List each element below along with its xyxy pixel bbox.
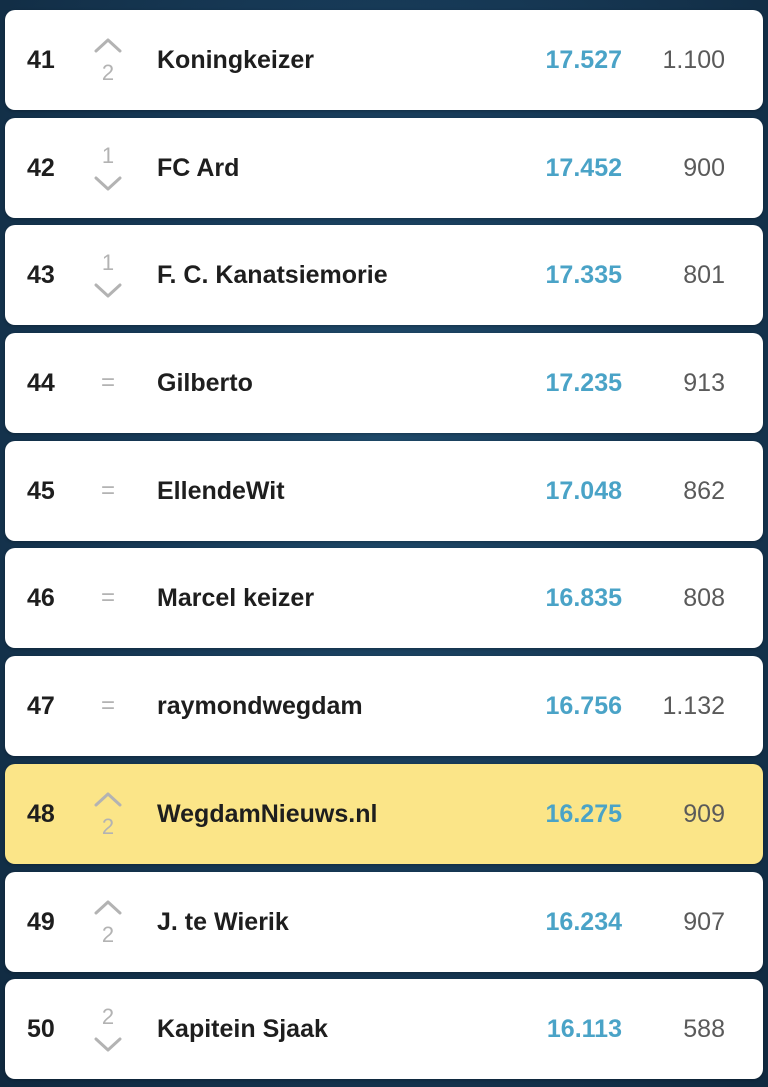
rank-trend: 2	[87, 10, 129, 110]
rank-trend: 1	[87, 225, 129, 325]
points-value: 17.452	[545, 153, 622, 182]
points-value: 16.275	[545, 799, 622, 828]
points-value: 16.835	[545, 584, 622, 613]
equals-icon: =	[100, 692, 115, 720]
ranking-row[interactable]: 48 2 WegdamNieuws.nl 16.275 909	[5, 763, 763, 864]
points-value: 16.113	[546, 1015, 622, 1044]
team-name[interactable]: WegdamNieuws.nl	[157, 799, 378, 828]
rank-number: 42	[27, 153, 55, 182]
team-name[interactable]: F. C. Kanatsiemorie	[157, 261, 388, 290]
rank-number: 41	[27, 46, 55, 74]
rank-trend: 2	[87, 979, 129, 1079]
rank-change: 2	[101, 813, 115, 839]
ranking-row[interactable]: 42 1 FC Ard 17.452 900	[5, 117, 763, 218]
rank-change: 1	[101, 142, 115, 168]
secondary-score: 862	[683, 476, 725, 505]
rank-number: 50	[27, 1015, 55, 1044]
equals-icon: =	[100, 369, 115, 397]
ranking-row[interactable]: 41 2 Koningkeizer 17.527 1.100	[5, 10, 763, 110]
secondary-score: 913	[683, 369, 725, 398]
secondary-score: 801	[683, 261, 725, 290]
rank-trend: =	[87, 656, 129, 756]
team-name[interactable]: Marcel keizer	[157, 584, 315, 613]
points-value: 16.234	[545, 907, 622, 936]
rank-number: 46	[27, 584, 55, 613]
secondary-score: 900	[683, 153, 725, 182]
rank-change: 2	[101, 921, 115, 947]
team-name[interactable]: raymondwegdam	[157, 692, 363, 721]
points-value: 17.527	[545, 46, 622, 74]
ranking-row[interactable]: 50 2 Kapitein Sjaak 16.113 588	[5, 979, 763, 1080]
secondary-score: 588	[683, 1015, 725, 1044]
rank-number: 45	[27, 476, 55, 505]
secondary-score: 1.100	[662, 46, 725, 74]
rank-trend: 2	[87, 764, 129, 864]
team-name[interactable]: Koningkeizer	[157, 46, 314, 74]
ranking-row[interactable]: 49 2 J. te Wierik 16.234 907	[5, 871, 763, 972]
equals-icon: =	[100, 584, 115, 612]
ranking-list: 41 2 Koningkeizer 17.527 1.100 42 1 FC Ard 17.45…	[5, 10, 763, 1087]
team-name[interactable]: FC Ard	[157, 153, 240, 182]
team-name[interactable]: Kapitein Sjaak	[157, 1015, 328, 1044]
ranking-row[interactable]: 45 = EllendeWit 17.048 862	[5, 440, 763, 541]
ranking-row[interactable]: 44 = Gilberto 17.235 913	[5, 333, 763, 434]
points-value: 17.235	[545, 369, 622, 398]
rank-number: 47	[27, 692, 55, 721]
rank-change: 2	[101, 1004, 115, 1030]
rank-trend: =	[87, 548, 129, 648]
rank-trend: =	[87, 441, 129, 541]
team-name[interactable]: EllendeWit	[157, 476, 285, 505]
points-value: 17.335	[545, 261, 622, 290]
rank-number: 43	[27, 261, 55, 290]
ranking-row[interactable]: 43 1 F. C. Kanatsiemorie 17.335 801	[5, 225, 763, 326]
rank-number: 44	[27, 369, 55, 398]
equals-icon: =	[100, 476, 115, 504]
rank-trend: 2	[87, 872, 129, 972]
ranking-row[interactable]: 46 = Marcel keizer 16.835 808	[5, 548, 763, 649]
secondary-score: 1.132	[662, 692, 725, 721]
rank-change: 2	[101, 60, 115, 85]
rank-trend: 1	[87, 118, 129, 218]
secondary-score: 907	[683, 907, 725, 936]
team-name[interactable]: Gilberto	[157, 369, 253, 398]
rank-trend: =	[87, 333, 129, 433]
secondary-score: 909	[683, 799, 725, 828]
team-name[interactable]: J. te Wierik	[157, 907, 289, 936]
rank-number: 48	[27, 799, 55, 828]
rank-change: 1	[101, 250, 115, 276]
rank-number: 49	[27, 907, 55, 936]
points-value: 16.756	[545, 692, 622, 721]
ranking-row[interactable]: 47 = raymondwegdam 16.756 1.132	[5, 656, 763, 757]
points-value: 17.048	[545, 476, 622, 505]
secondary-score: 808	[683, 584, 725, 613]
